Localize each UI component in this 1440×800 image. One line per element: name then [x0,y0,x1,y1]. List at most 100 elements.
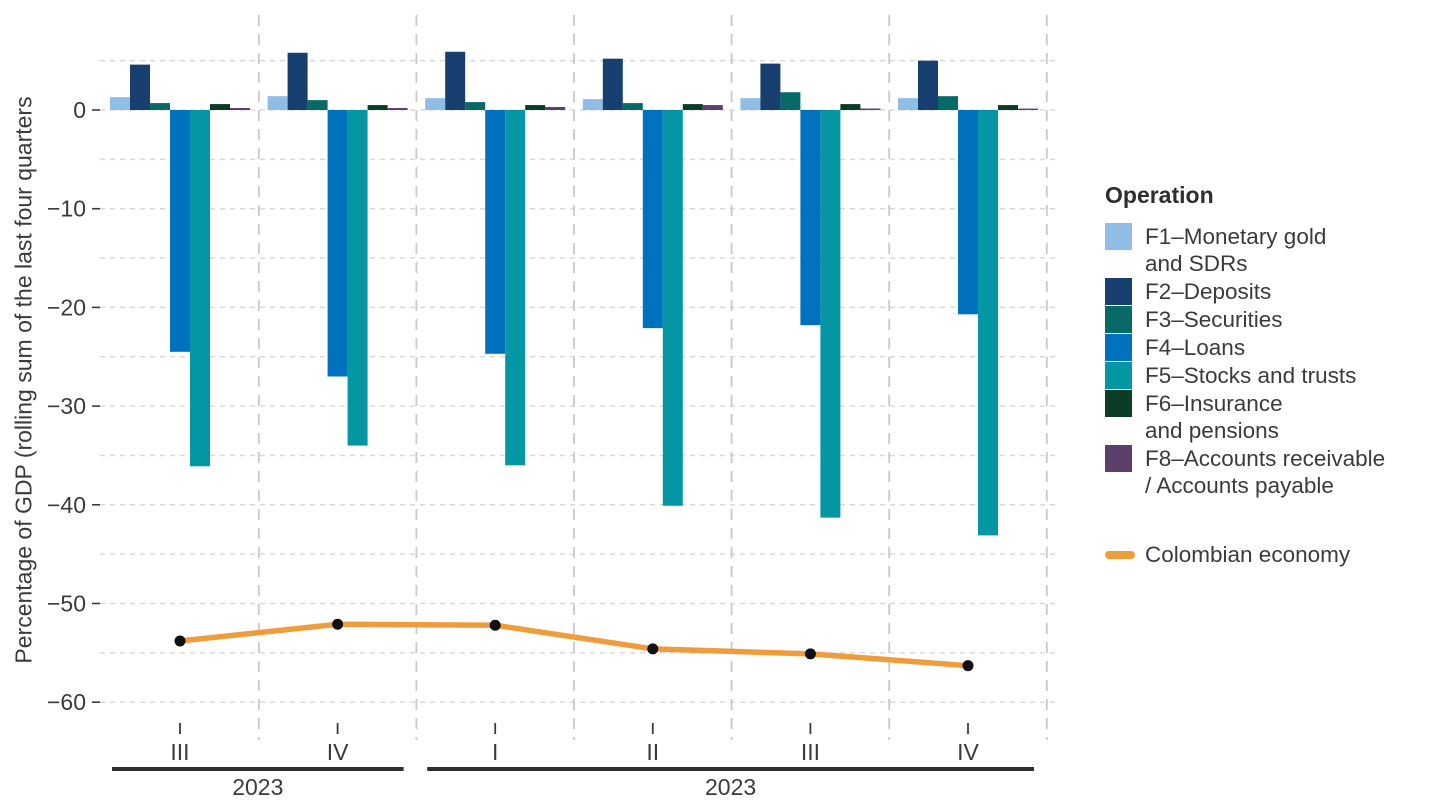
bar-F5-4 [820,110,841,518]
bar-F8-5 [1018,108,1038,110]
bar-F1-3 [582,99,603,110]
legend-label-F2: F2–Deposits [1145,279,1272,304]
bar-F6-2 [525,105,546,110]
legend-swatch-F6 [1105,390,1132,417]
vertical-separators [257,15,1048,740]
line-point-0 [174,635,186,647]
legend-label-F1: F1–Monetary gold and SDRs [1145,224,1327,276]
line-point-4 [804,648,816,660]
legend-swatch-F4 [1105,334,1132,361]
bar-F1-2 [425,98,446,110]
x-tick-label: II [646,739,659,765]
bar-F4-5 [958,110,978,315]
bar-F2-0 [130,64,150,110]
legend-label-F4: F4–Loans [1145,335,1246,360]
bar-F8-0 [230,108,250,110]
legend-label-F5: F5–Stocks and trusts [1145,363,1357,388]
legend-item-F8: F8–Accounts receivable / Accounts payable [1105,445,1435,499]
y-axis: 0 −10 −20 −30 −40 −50 −60 [47,97,100,715]
bar-F8-2 [545,107,566,110]
x-tick-label: IV [957,739,979,765]
bar-F5-2 [505,110,526,466]
legend-swatch-F1 [1105,223,1132,250]
bars-F4 [170,110,978,377]
bar-F5-0 [190,110,210,467]
x-tick-label: III [801,739,820,765]
legend-item-F4: F4–Loans [1105,334,1435,361]
bar-F3-2 [465,102,486,110]
year-label: 2023 [705,774,756,800]
bar-F4-3 [642,110,663,329]
line-point-2 [489,619,501,631]
year-label: 2023 [232,774,283,800]
bar-F5-5 [978,110,998,536]
legend-item-colombian-economy: Colombian economy [1105,541,1435,568]
legend-title: Operation [1105,182,1214,208]
bar-F5-1 [347,110,368,446]
line-point-5 [962,660,974,672]
legend-item-F3: F3–Securities [1105,306,1435,333]
bar-F2-3 [602,58,623,110]
legend-swatch-F2 [1105,278,1132,305]
horizontal-gridlines [100,59,1060,703]
bars-F2 [130,51,938,110]
legend-item-F1: F1–Monetary gold and SDRs [1105,223,1435,277]
year-bracket-1: 2023 [427,767,1034,800]
legend: Operation F1–Monetary gold and SDRs F2–Dep… [1105,182,1435,568]
line-point-1 [332,618,344,630]
bar-F2-2 [445,51,466,110]
bar-F6-3 [682,104,703,110]
bar-F1-1 [267,96,288,110]
y-tick-label: −50 [47,591,86,617]
bar-F6-4 [840,104,861,110]
legend-label-F3: F3–Securities [1145,307,1283,332]
bar-F1-4 [740,98,761,110]
legend-label-colombian-economy: Colombian economy [1145,542,1351,567]
bar-F3-1 [307,100,328,110]
bar-F4-1 [327,110,348,377]
bar-F8-1 [387,108,408,110]
y-tick-label: −30 [47,393,86,419]
bar-F3-0 [150,103,170,110]
x-axis: III IV I II III IV [170,723,980,765]
legend-swatch-F8 [1105,445,1132,472]
y-tick-label: 0 [73,97,86,123]
legend-item-F2: F2–Deposits [1105,278,1435,305]
bars-F3 [150,92,958,110]
legend-line-swatch [1105,551,1135,559]
bar-F2-1 [287,52,308,110]
line-path [177,621,971,669]
bars-F1 [110,96,918,110]
legend-item-F5: F5–Stocks and trusts [1105,362,1435,389]
bar-F3-4 [780,92,801,110]
legend-label-F8: F8–Accounts receivable / Accounts payable [1145,446,1386,498]
bars-F6 [210,104,1018,110]
line-colombian-economy [174,618,974,672]
y-tick-label: −60 [47,689,86,715]
x-tick-label: III [170,739,189,765]
bar-F6-0 [210,104,230,110]
legend-swatch-F3 [1105,306,1132,333]
y-tick-label: −40 [47,492,86,518]
bar-F3-5 [938,96,958,110]
bar-F8-4 [860,108,881,110]
legend-label-F6: F6–Insurance and pensions [1145,391,1283,443]
y-tick-label: −20 [47,294,86,320]
bars-F8 [230,105,1038,110]
bars-F5 [190,110,998,536]
x-tick-label: IV [327,739,349,765]
bar-F8-3 [702,105,723,110]
bar-F6-5 [998,105,1018,110]
legend-swatch-F5 [1105,362,1132,389]
bar-F4-2 [485,110,506,354]
x-tick-label: I [492,739,498,765]
bar-F4-4 [800,110,821,326]
bar-F4-0 [170,110,190,352]
bar-F5-3 [662,110,683,506]
bar-F6-1 [367,105,388,110]
bar-F2-4 [760,63,781,110]
line-point-3 [647,643,659,655]
bar-F3-3 [622,103,643,110]
